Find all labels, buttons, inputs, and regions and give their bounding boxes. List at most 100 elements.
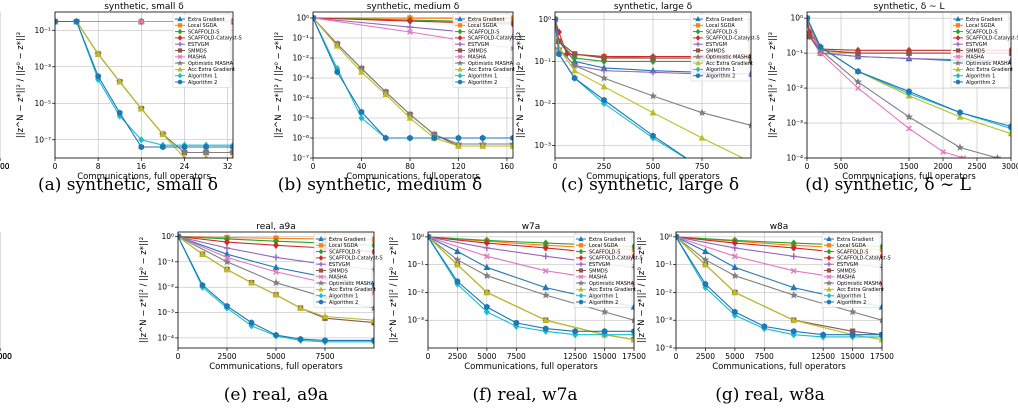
- legend-label: ESTVGM: [837, 262, 858, 268]
- point-algorithm-1: [138, 136, 145, 144]
- legend-label: MASHA: [468, 55, 487, 61]
- legend-label: Local SGDA: [188, 23, 217, 29]
- point-algorithm-2: [455, 134, 462, 142]
- point-acc-extra-gradient: [702, 260, 709, 268]
- legend-label: MASHA: [966, 55, 985, 61]
- panel-title: real, a9a: [256, 222, 296, 232]
- x-tick-label: 3000: [1001, 162, 1018, 171]
- point-algorithm-2: [484, 303, 490, 311]
- point-optimistic-masha: [956, 143, 964, 151]
- legend-label: Local SGDA: [468, 23, 497, 29]
- point-algorithm-2: [542, 325, 549, 332]
- legend-marker: [578, 268, 584, 273]
- series-line-acc-extra-gradient: [676, 236, 882, 341]
- y-axis-label: ||z^N − z*||² / ||z⁰ − z*||²: [274, 32, 284, 138]
- legend-marker: [578, 286, 584, 292]
- point-acc-extra-gradient: [600, 82, 608, 90]
- legend-marker: [695, 35, 701, 41]
- series-line-algorithm-1: [676, 236, 882, 338]
- legend-marker: [177, 28, 183, 35]
- point-algorithm-2: [906, 88, 912, 95]
- legend-marker: [578, 299, 584, 305]
- legend-marker: [177, 72, 183, 79]
- legend-label: Extra Gradient: [837, 237, 874, 243]
- legend-marker: [457, 54, 463, 60]
- point-estvgm: [223, 244, 231, 252]
- legend-marker: [457, 48, 463, 53]
- legend-label: Acc Extra Gradient: [188, 67, 235, 73]
- point-masha: [855, 85, 861, 91]
- legend-marker: [826, 243, 832, 248]
- point-scaffold-catalyst-s: [790, 244, 797, 252]
- legend-label: Algorithm 1: [188, 74, 217, 80]
- point-algorithm-2: [358, 108, 365, 116]
- x-tick-label: 10000: [0, 352, 12, 361]
- point-acc-extra-gradient: [509, 142, 513, 149]
- legend-marker: [695, 41, 701, 47]
- point-acc-extra-gradient: [542, 316, 550, 323]
- legend-marker: [177, 54, 183, 60]
- legend-marker: [695, 60, 701, 66]
- panel-caption: (c) synthetic, large δ: [561, 175, 739, 195]
- point-algorithm-2: [732, 308, 738, 316]
- legend-label: SMMDS: [329, 268, 348, 274]
- x-tick-label: 17500: [622, 352, 646, 361]
- point-acc-extra-gradient: [483, 288, 491, 296]
- point-estvgm: [483, 244, 490, 252]
- legend-label: Local SGDA: [329, 243, 358, 249]
- legend-marker: [955, 54, 961, 60]
- x-tick-label: 24: [180, 162, 190, 171]
- y-axis-label: ||z^N − z*||² / ||z⁰ − z*||²: [516, 32, 526, 138]
- x-tick-label: 1000: [0, 162, 10, 171]
- point-algorithm-2: [855, 68, 861, 75]
- legend-label: Algorithm 2: [468, 80, 497, 86]
- panel-title: synthetic, large δ: [614, 2, 693, 12]
- legend-marker: [955, 79, 961, 85]
- point-algorithm-2: [601, 96, 607, 104]
- point-algorithm-2: [160, 143, 166, 151]
- point-masha: [542, 267, 549, 274]
- point-acc-extra-gradient: [649, 108, 657, 116]
- x-tick-label: 500: [646, 162, 661, 171]
- legend-marker: [826, 261, 832, 267]
- point-algorithm-2: [555, 16, 558, 23]
- legend-marker: [578, 248, 584, 255]
- axes-frame: [675, 231, 883, 349]
- point-algorithm-2: [248, 319, 255, 326]
- point-acc-extra-gradient: [790, 316, 798, 323]
- x-tick-label: 500: [834, 162, 849, 171]
- x-tick-label: 0: [553, 162, 558, 171]
- panel-caption: (b) synthetic, medium δ: [278, 175, 482, 195]
- y-tick-label: 10⁰: [538, 15, 551, 24]
- x-tick-label: 2500: [217, 352, 236, 361]
- point-estvgm: [272, 254, 280, 261]
- x-tick-label: 0: [426, 352, 431, 361]
- legend-label: Optimistic MASHA: [837, 281, 883, 287]
- point-optimistic-masha: [600, 73, 608, 82]
- panel-5: 0 2500 5000 7500 10000 10⁻⁴ 10⁻³ 10⁻² 10⁻¹ 10⁰ Ext…: [0, 222, 383, 405]
- point-masha: [960, 155, 967, 158]
- y-tick-label: 10⁻¹: [292, 34, 309, 43]
- legend-label: Acc Extra Gradient: [589, 287, 636, 293]
- point-algorithm-2: [178, 233, 181, 240]
- y-axis-label: ||z^N − z*||² / ||z⁰ − z*||²: [389, 237, 399, 343]
- legend-marker: [177, 79, 183, 85]
- legend-label: Algorithm 2: [966, 80, 995, 86]
- legend-label: Algorithm 1: [837, 294, 866, 300]
- legend-marker: [177, 66, 183, 72]
- point-algorithm-2: [702, 280, 709, 288]
- point-acc-extra-gradient: [382, 90, 390, 98]
- legend-label: SCAFFOLD-Catalyst-S: [589, 256, 643, 262]
- legend-label: SMMDS: [468, 48, 487, 54]
- point-extra-gradient: [790, 283, 798, 291]
- point-optimistic-masha: [180, 148, 189, 156]
- x-tick-label: 80: [405, 162, 415, 171]
- legend-label: SCAFFOLD-Catalyst-S: [468, 36, 522, 42]
- legend-marker: [176, 59, 184, 66]
- point-smmds: [601, 55, 607, 61]
- point-algorithm-2: [382, 134, 389, 142]
- legend-marker: [695, 73, 701, 79]
- x-tick-label: 1000: [0, 162, 10, 171]
